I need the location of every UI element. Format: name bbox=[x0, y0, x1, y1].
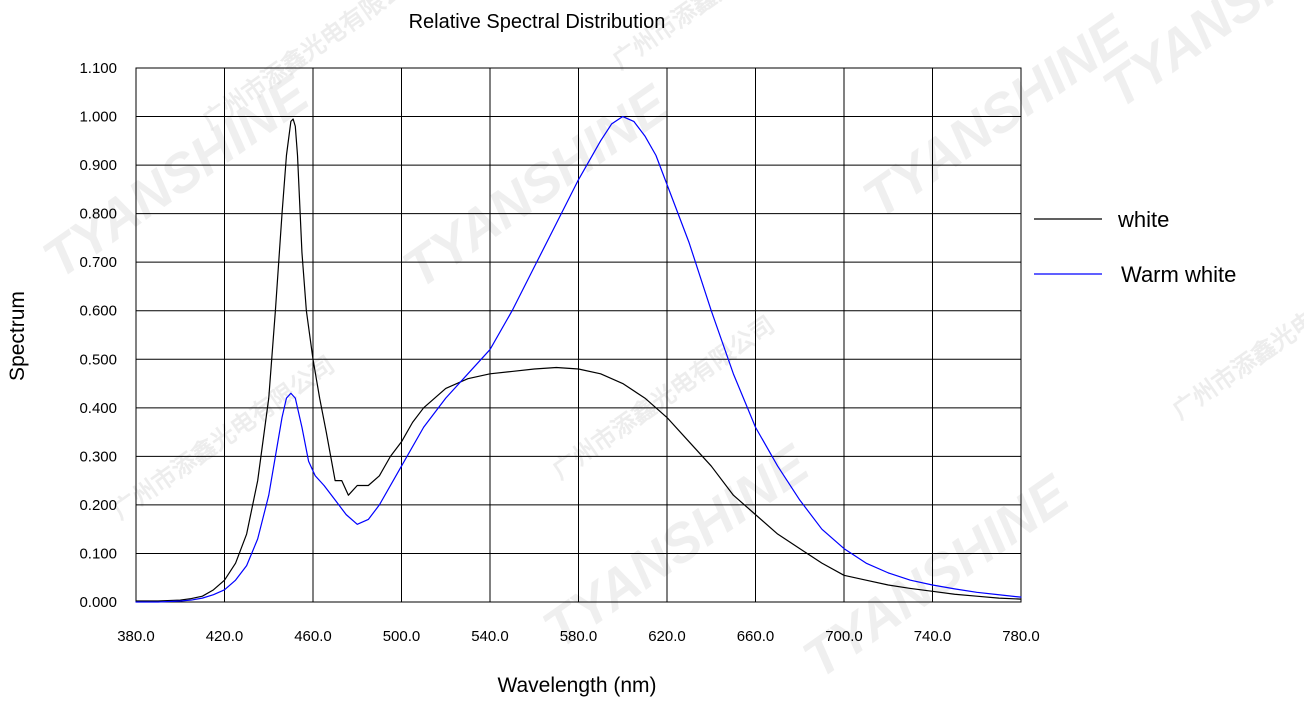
y-tick-label: 0.700 bbox=[79, 254, 117, 271]
y-tick-label: 1.100 bbox=[79, 60, 117, 77]
series-line-white bbox=[135, 118, 1022, 602]
x-tick-label: 660.0 bbox=[737, 628, 775, 645]
y-tick-label: 0.800 bbox=[79, 206, 117, 223]
y-tick-label: 0.500 bbox=[79, 351, 117, 368]
grid-layer bbox=[135, 67, 1022, 603]
brand-watermark: TYANSHINE bbox=[1092, 0, 1304, 120]
y-axis-title: Spectrum bbox=[6, 291, 29, 381]
legend-label: Warm white bbox=[1121, 262, 1236, 287]
y-tick-label: 0.900 bbox=[79, 157, 117, 174]
axis-layer: 380.0 420.0 460.0 500.0 540.0 580.0 620.0 660.0… bbox=[79, 60, 1039, 645]
x-tick-label: 620.0 bbox=[648, 628, 686, 645]
x-tick-label: 460.0 bbox=[294, 628, 332, 645]
x-tick-label: 740.0 bbox=[914, 628, 952, 645]
legend-label: white bbox=[1117, 207, 1169, 232]
company-watermark: 广州市添鑫光电有限公司 bbox=[107, 351, 339, 525]
x-tick-label: 780.0 bbox=[1002, 628, 1040, 645]
brand-watermark: TYANSHINE bbox=[32, 63, 320, 290]
x-tick-label: 580.0 bbox=[560, 628, 598, 645]
brand-watermark: TYANSHINE bbox=[392, 73, 680, 300]
series-layer bbox=[135, 115, 1022, 603]
plot-frame bbox=[135, 67, 1022, 603]
chart-title: Relative Spectral Distribution bbox=[409, 11, 666, 33]
company-watermark: 广州市添鑫光电有限公司 bbox=[547, 311, 779, 485]
legend: white Warm white bbox=[1034, 207, 1236, 287]
brand-watermark: TYANSHINE bbox=[792, 463, 1080, 690]
y-tick-label: 0.400 bbox=[79, 400, 117, 417]
watermark-layer: TYANSHINE TYANSHINETYANSHINETYANSHINETYAN… bbox=[32, 0, 1304, 690]
x-tick-label: 380.0 bbox=[117, 628, 155, 645]
y-tick-label: 0.200 bbox=[79, 497, 117, 514]
x-tick-label: 500.0 bbox=[383, 628, 421, 645]
x-tick-label: 420.0 bbox=[206, 628, 244, 645]
y-tick-label: 0.600 bbox=[79, 303, 117, 320]
y-tick-label: 0.300 bbox=[79, 448, 117, 465]
x-tick-label: 540.0 bbox=[471, 628, 509, 645]
y-tick-label: 1.000 bbox=[79, 109, 117, 126]
series-line-warm-white bbox=[135, 115, 1022, 603]
x-axis-title: Wavelength (nm) bbox=[497, 674, 656, 697]
y-tick-label: 0.000 bbox=[79, 594, 117, 611]
y-tick-label: 0.100 bbox=[79, 545, 117, 562]
x-tick-label: 700.0 bbox=[825, 628, 863, 645]
